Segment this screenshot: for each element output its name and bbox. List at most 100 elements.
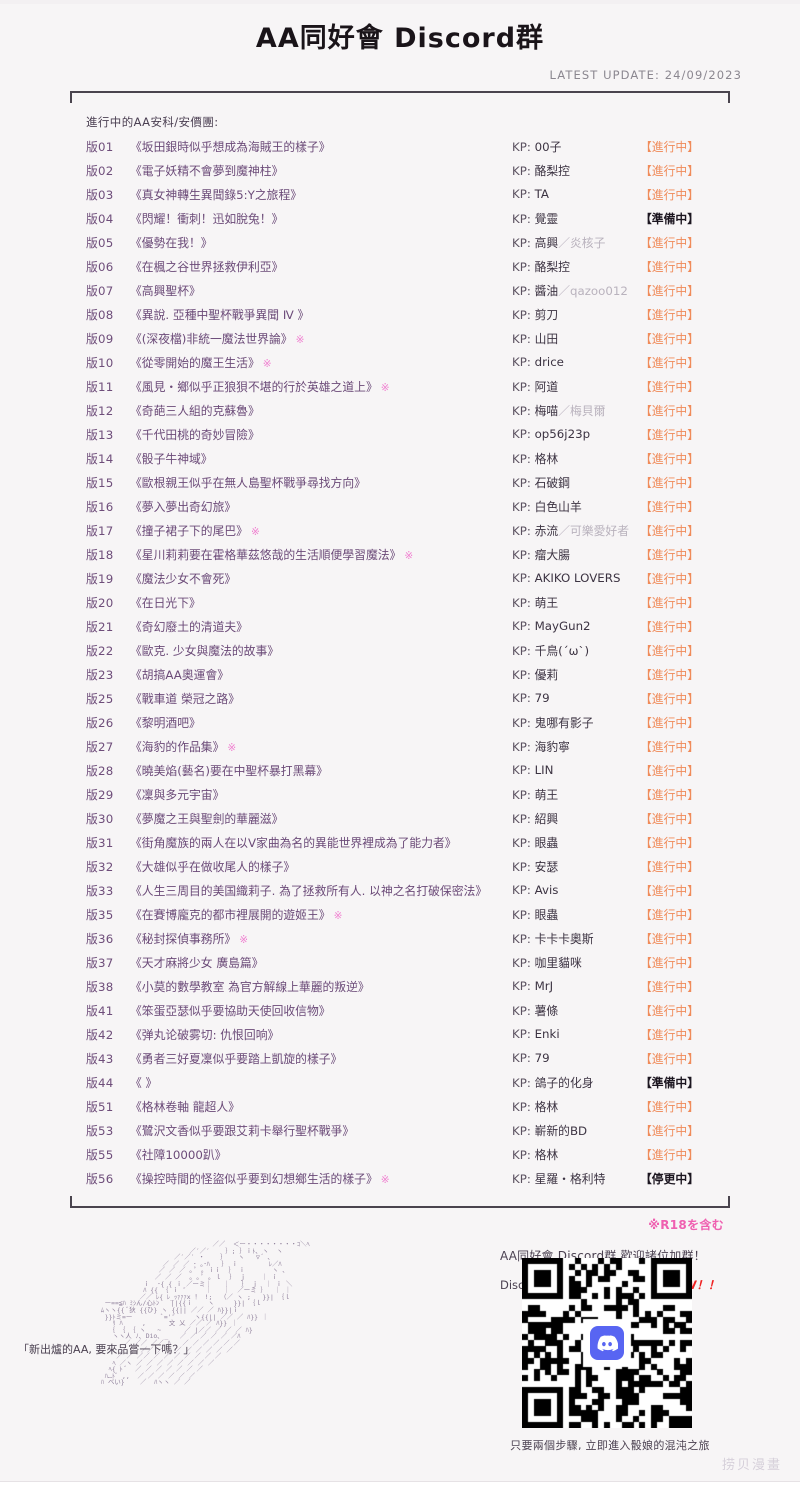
kp-separator: ／ [558, 235, 570, 250]
kp-label: KP: [512, 1123, 531, 1138]
table-row[interactable]: 版32 《大雄似乎在做收尾人的樣子》 KP: 安瑟 【進行中】 [86, 854, 714, 878]
row-keeper: KP: 酪梨控 [512, 158, 640, 182]
table-row[interactable]: 版06 《在楓之谷世界拯救伊利亞》 KP: 酪梨控 【進行中】 [86, 254, 714, 278]
table-row[interactable]: 版10 《從零開始的魔王生活》 ※ KP: drice 【進行中】 [86, 350, 714, 374]
table-row[interactable]: 版07 《高興聖杯》 KP: 醬油／qazoo012 【進行中】 [86, 278, 714, 302]
table-row[interactable]: 版33 《人生三周目的美国織莉子. 為了拯救所有人. 以神之名打破保密法》 KP: … [86, 878, 714, 902]
kp-name: op56j23p [534, 427, 591, 441]
kp-name: 格林 [534, 451, 559, 466]
table-row[interactable]: 版23 《胡搞AA奧運會》 KP: 優莉 【進行中】 [86, 662, 714, 686]
table-row[interactable]: 版44 《 》 KP: 鴿子的化身 【準備中】 [86, 1070, 714, 1094]
row-title: 《在日光下》 [130, 590, 512, 614]
kp-label: KP: [512, 283, 531, 298]
table-row[interactable]: 版21 《奇幻廢土的清道夫》 KP: MayGun2 【進行中】 [86, 614, 714, 638]
r18-mark-icon: ※ [227, 741, 237, 754]
row-number: 版09 [86, 331, 114, 346]
table-row[interactable]: 版41 《笨蛋亞瑟似乎要協助天使回收信物》 KP: 薯條 【進行中】 [86, 998, 714, 1022]
table-row[interactable]: 版26 《黎明酒吧》 KP: 鬼哪有影子 【進行中】 [86, 710, 714, 734]
table-row[interactable]: 版11 《風見・鄉似乎正狼狽不堪的行於英雄之道上》 ※ KP: 阿道 【進行中】 [86, 374, 714, 398]
kp-name: 萌王 [534, 787, 559, 802]
table-row[interactable]: 版04 《閃耀！衝刺！迅如脫兔！》 KP: 覺靈 【準備中】 [86, 206, 714, 230]
qr-code[interactable] [522, 1258, 692, 1428]
table-row[interactable]: 版05 《優勢在我！》 KP: 高興／炎核子 【進行中】 [86, 230, 714, 254]
title-text: 《曉美焰(藝名)要在中聖杯暴打黑幕》 [130, 763, 328, 778]
table-row[interactable]: 版55 《社障10000趴》 KP: 格林 【進行中】 [86, 1142, 714, 1166]
table-row[interactable]: 版22 《歐克. 少女與魔法的故事》 KP: 千鳥(ˊωˋ) 【進行中】 [86, 638, 714, 662]
table-row[interactable]: 版01 《坂田銀時似乎想成為海賊王的樣子》 KP: 00子 【進行中】 [86, 134, 714, 158]
row-number: 版31 [86, 835, 114, 850]
kp-name: 阿道 [534, 379, 559, 394]
status-badge: 【進行中】 [640, 1027, 699, 1042]
kp-name: 眼蟲 [534, 907, 559, 922]
status-badge: 【進行中】 [640, 307, 699, 322]
table-row[interactable]: 版29 《凜與多元宇宙》 KP: 萌王 【進行中】 [86, 782, 714, 806]
row-number: 版12 [86, 403, 114, 418]
table-row[interactable]: 版43 《勇者三好夏凜似乎要踏上凱旋的樣子》 KP: 79 【進行中】 [86, 1046, 714, 1070]
row-title: 《夢入夢出奇幻旅》 [130, 494, 512, 518]
row-keeper: KP: 格林 [512, 1142, 640, 1166]
table-row[interactable]: 版20 《在日光下》 KP: 萌王 【進行中】 [86, 590, 714, 614]
table-row[interactable]: 版31 《街角魔族的兩人在以V家曲為名的異能世界裡成為了能力者》 KP: 眼蟲 【進行… [86, 830, 714, 854]
status-badge: 【進行中】 [640, 883, 699, 898]
table-row[interactable]: 版18 《星川莉莉要在霍格華茲悠哉的生活順便學習魔法》 ※ KP: 瘤大腸 【進行中】 [86, 542, 714, 566]
table-row[interactable]: 版30 《夢魔之王與聖劍的華麗滋》 KP: 紹興 【進行中】 [86, 806, 714, 830]
table-row[interactable]: 版56 《操控時間的怪盜似乎要到幻想鄉生活的樣子》 ※ KP: 星羅・格利特 【停更中】 [86, 1166, 714, 1190]
row-number: 版32 [86, 859, 114, 874]
kp-name: 千鳥(ˊωˋ) [534, 643, 590, 658]
row-number: 版15 [86, 475, 114, 490]
table-row[interactable]: 版37 《天才麻將少女 廣島篇》 KP: 咖里貓咪 【進行中】 [86, 950, 714, 974]
row-keeper: KP: MayGun2 [512, 614, 640, 638]
table-row[interactable]: 版08 《異說. 亞種中聖杯戰爭異聞 Ⅳ 》 KP: 剪刀 【進行中】 [86, 302, 714, 326]
table-row[interactable]: 版12 《奇葩三人組的克蘇魯》 KP: 梅喵／梅貝爾 【進行中】 [86, 398, 714, 422]
title-text: 《歐根親王似乎在無人島聖杯戰爭尋找方向》 [130, 475, 366, 490]
table-row[interactable]: 版27 《海豹的作品集》 ※ KP: 海豹寧 【進行中】 [86, 734, 714, 758]
table-row[interactable]: 版02 《電子妖精不會夢到魔神柱》 KP: 酪梨控 【進行中】 [86, 158, 714, 182]
table-row[interactable]: 版14 《骰子牛神域》 KP: 格林 【進行中】 [86, 446, 714, 470]
bracket-left-cap [70, 91, 72, 103]
title-text: 《夢魔之王與聖劍的華麗滋》 [130, 811, 284, 826]
kp-name: 海豹寧 [534, 739, 570, 754]
title-text: 《電子妖精不會夢到魔神柱》 [130, 163, 284, 178]
table-row[interactable]: 版35 《在賽博龐克的都市裡展開的遊姬王》 ※ KP: 眼蟲 【進行中】 [86, 902, 714, 926]
kp-name: 白色山羊 [534, 499, 582, 514]
table-row[interactable]: 版38 《小莫的數學教室 為官方解線上華麗的叛逆》 KP: MrJ 【進行中】 [86, 974, 714, 998]
table-row[interactable]: 版53 《鷺沢文香似乎要跟艾莉卡舉行聖杯戰爭》 KP: 嶄新的BD 【進行中】 [86, 1118, 714, 1142]
row-keeper: KP: 酪梨控 [512, 254, 640, 278]
row-title: 《人生三周目的美国織莉子. 為了拯救所有人. 以神之名打破保密法》 [130, 878, 512, 902]
title-text: 《小莫的數學教室 為官方解線上華麗的叛逆》 [130, 979, 370, 994]
row-keeper: KP: 石破鋼 [512, 470, 640, 494]
status-badge: 【進行中】 [640, 283, 699, 298]
table-row[interactable]: 版13 《千代田桃的奇妙冒險》 KP: op56j23p 【進行中】 [86, 422, 714, 446]
row-number: 版26 [86, 715, 114, 730]
table-row[interactable]: 版28 《曉美焰(藝名)要在中聖杯暴打黑幕》 KP: LIN 【進行中】 [86, 758, 714, 782]
table-row[interactable]: 版51 《格林卷軸 龍超人》 KP: 格林 【進行中】 [86, 1094, 714, 1118]
row-title: 《奇幻廢土的清道夫》 [130, 614, 512, 638]
kp-label: KP: [512, 763, 531, 777]
table-row[interactable]: 版16 《夢入夢出奇幻旅》 KP: 白色山羊 【進行中】 [86, 494, 714, 518]
table-row[interactable]: 版03 《真女神轉生異聞錄5:Y之旅程》 KP: TA 【進行中】 [86, 182, 714, 206]
table-row[interactable]: 版36 《秘封探偵事務所》 ※ KP: 卡卡卡奧斯 【進行中】 [86, 926, 714, 950]
table-row[interactable]: 版09 《(深夜檔)非統一魔法世界論》 ※ KP: 山田 【進行中】 [86, 326, 714, 350]
kp-label: KP: [512, 307, 531, 322]
table-row[interactable]: 版42 《弹丸论破雾切: 仇恨回响》 KP: Enki 【進行中】 [86, 1022, 714, 1046]
title-text: 《風見・鄉似乎正狼狽不堪的行於英雄之道上》 [130, 379, 378, 394]
table-row[interactable]: 版17 《撞子裙子下的尾巴》 ※ KP: 赤流／可樂愛好者 【進行中】 [86, 518, 714, 542]
kp-name: 鴿子的化身 [534, 1075, 594, 1090]
table-row[interactable]: 版19 《魔法少女不會死》 KP: AKIKO LOVERS 【進行中】 [86, 566, 714, 590]
row-keeper: KP: 星羅・格利特 [512, 1166, 640, 1190]
row-keeper: KP: 格林 [512, 1094, 640, 1118]
kp-name: Enki [534, 1027, 560, 1041]
kp-label: KP: [512, 1099, 531, 1114]
row-keeper: KP: 優莉 [512, 662, 640, 686]
kp-label: KP: [512, 499, 531, 514]
title-text: 《人生三周目的美国織莉子. 為了拯救所有人. 以神之名打破保密法》 [130, 883, 488, 898]
row-title: 《奇葩三人組的克蘇魯》 [130, 398, 512, 422]
title-text: 《在日光下》 [130, 595, 201, 610]
table-row[interactable]: 版15 《歐根親王似乎在無人島聖杯戰爭尋找方向》 KP: 石破鋼 【進行中】 [86, 470, 714, 494]
top-bracket-rule [70, 91, 730, 103]
row-keeper: KP: LIN [512, 758, 640, 782]
row-number: 版44 [86, 1075, 114, 1090]
table-row[interactable]: 版25 《戰車道 榮冠之路》 KP: 79 【進行中】 [86, 686, 714, 710]
row-title: 《笨蛋亞瑟似乎要協助天使回收信物》 [130, 998, 512, 1022]
row-title: 《街角魔族的兩人在以V家曲為名的異能世界裡成為了能力者》 [130, 830, 512, 854]
